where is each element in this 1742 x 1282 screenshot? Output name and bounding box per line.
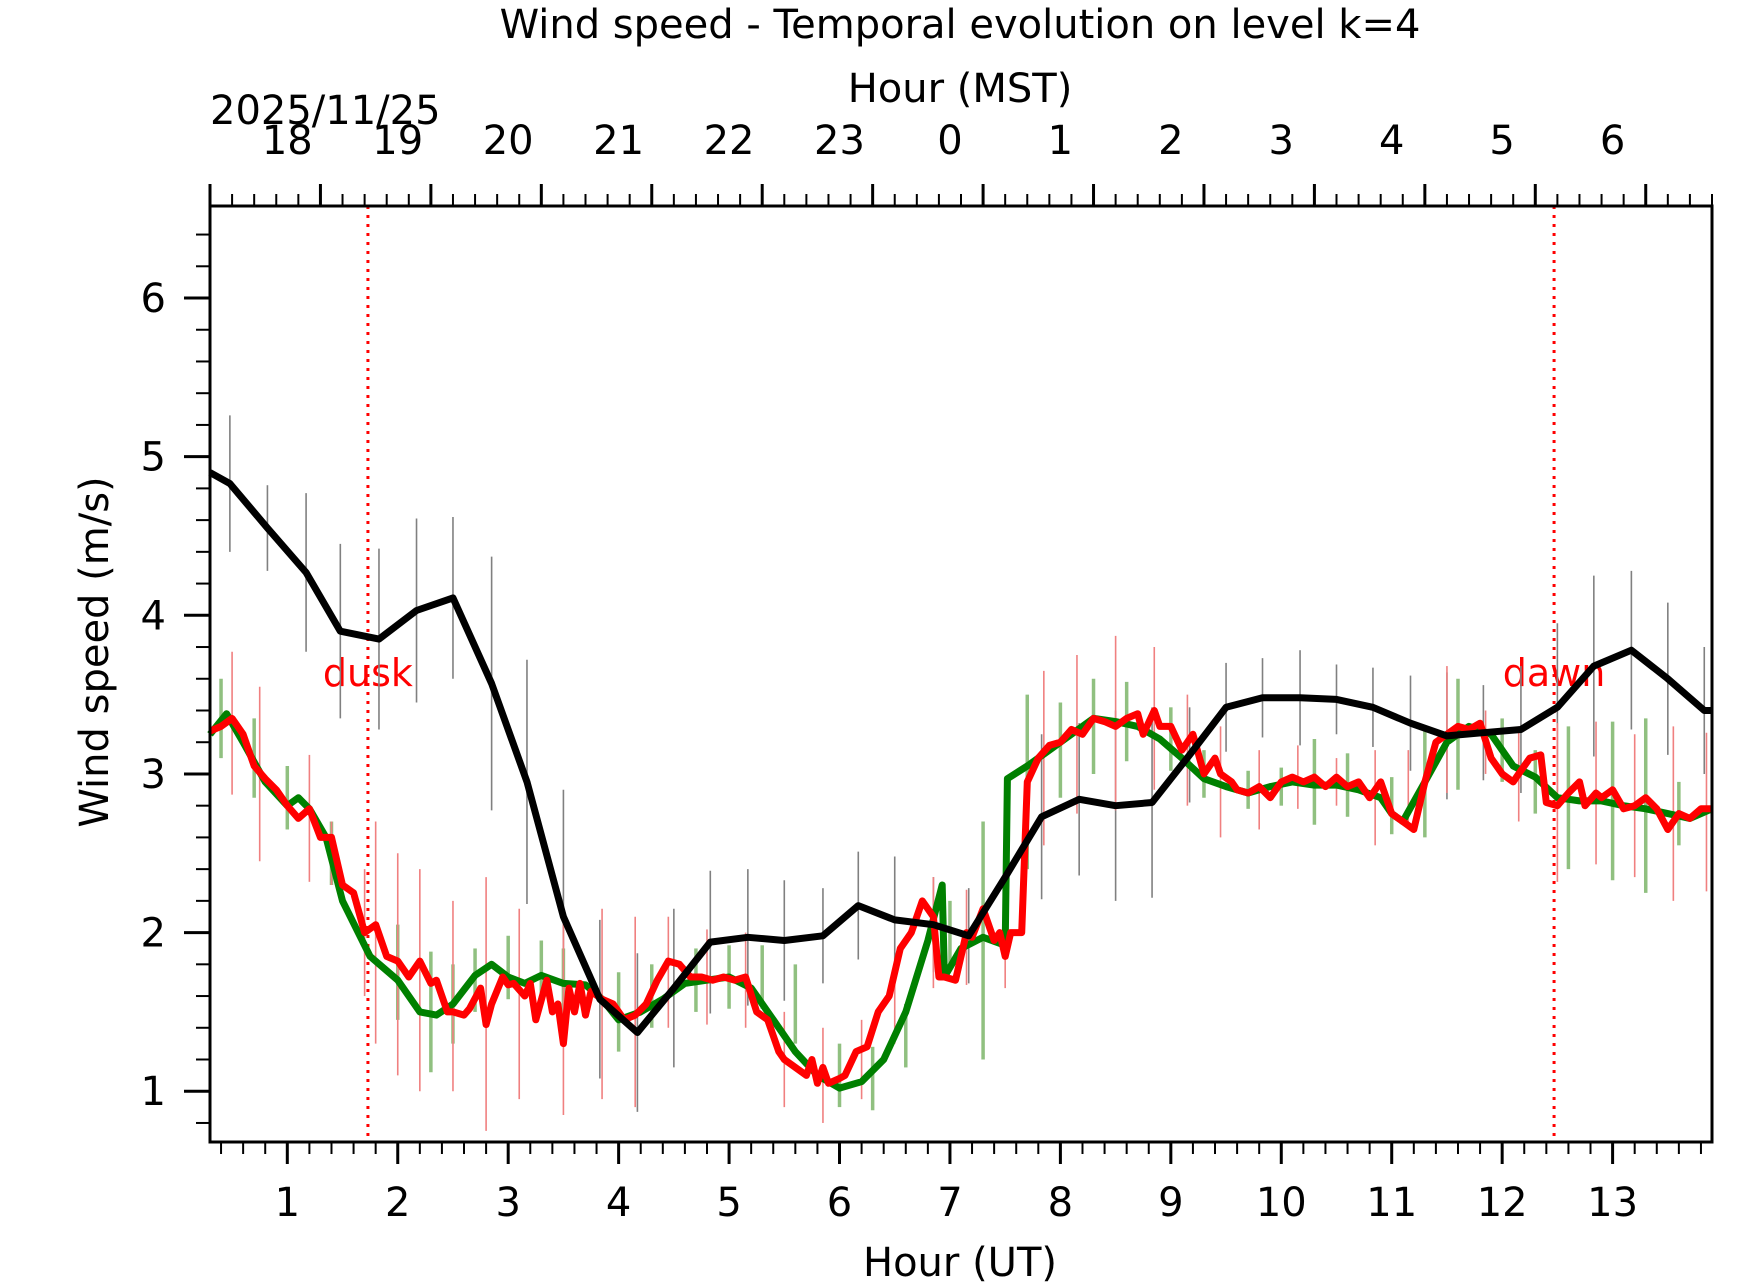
y-tick-label: 3 (141, 752, 166, 798)
x-tick-label: 8 (1048, 1180, 1073, 1226)
top-tick-label: 0 (937, 118, 962, 164)
top-tick-label: 2 (1158, 118, 1183, 164)
x-axis-label: Hour (UT) (863, 1240, 1057, 1282)
x-tick-label: 13 (1587, 1180, 1638, 1226)
top-tick-label: 18 (262, 118, 313, 164)
top-tick-label: 1 (1048, 118, 1073, 164)
top-tick-label: 5 (1489, 118, 1514, 164)
top-tick-label: 19 (372, 118, 423, 164)
top-tick-label: 4 (1379, 118, 1404, 164)
x-tick-label: 12 (1477, 1180, 1528, 1226)
date-label: 2025/11/25 (210, 88, 441, 134)
x-tick-label: 10 (1256, 1180, 1307, 1226)
y-tick-label: 2 (141, 911, 166, 957)
y-tick-label: 5 (141, 435, 166, 481)
top-axis-label: Hour (MST) (848, 66, 1073, 112)
top-tick-label: 22 (704, 118, 755, 164)
top-tick-label: 20 (483, 118, 534, 164)
y-tick-label: 4 (141, 593, 166, 639)
top-tick-label: 21 (593, 118, 644, 164)
top-tick-label: 23 (814, 118, 865, 164)
data-lines (207, 469, 1714, 1092)
marker-label-dusk: dusk (323, 651, 413, 695)
x-tick-label: 5 (716, 1180, 741, 1226)
y-tick-label: 6 (141, 276, 166, 322)
x-tick-label: 11 (1366, 1180, 1417, 1226)
top-tick-label: 6 (1600, 118, 1625, 164)
chart-title: Wind speed - Temporal evolution on level… (500, 2, 1421, 48)
y-axis-label: Wind speed (m/s) (72, 476, 118, 827)
x-tick-label: 3 (495, 1180, 520, 1226)
x-tick-label: 7 (937, 1180, 962, 1226)
plot-frame (208, 204, 1714, 1144)
y-tick-label: 1 (141, 1069, 166, 1115)
x-tick-label: 9 (1158, 1180, 1183, 1226)
x-tick-label: 4 (606, 1180, 631, 1226)
x-tick-label: 2 (385, 1180, 410, 1226)
series-line-black (208, 469, 1712, 1036)
top-tick-label: 3 (1269, 118, 1294, 164)
x-tick-label: 6 (827, 1180, 852, 1226)
x-tick-label: 1 (275, 1180, 300, 1226)
